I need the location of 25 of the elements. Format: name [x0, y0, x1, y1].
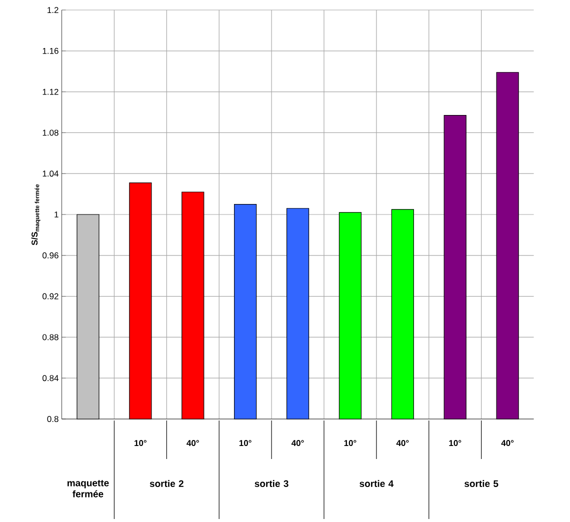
text: sortie 4 [360, 480, 394, 488]
x-tick-label: 10° [449, 440, 462, 446]
text: sortie 3 [254, 480, 288, 488]
x-tick-label: 10° [239, 440, 252, 446]
y-tick-label: 0.88 [42, 334, 58, 340]
y-tick-label: 1.08 [42, 130, 58, 136]
x-tick-label: 40° [501, 440, 514, 446]
y-tick-label: 1.04 [42, 170, 58, 177]
y-tick-label: 0.96 [42, 252, 58, 258]
y-tick-label: 1.12 [42, 88, 58, 95]
x-tick-label: 40° [186, 440, 199, 446]
x-tick-label: 10° [134, 440, 146, 446]
y-tick-label: 0.92 [42, 293, 58, 300]
x-tick-label: 10° [344, 440, 356, 446]
x-tick-label: 40° [396, 440, 409, 446]
text: sortie 5 [464, 480, 498, 488]
y-axis-title: $\textbf{S/S}_{\textbf{maquette fermée}}$ [31, 184, 40, 246]
y-tick-label: 1 [54, 212, 58, 218]
y-tick-label: 0.84 [42, 375, 58, 382]
y-tick-label: 1.2 [48, 7, 58, 13]
x-tick-label: 40° [291, 440, 304, 446]
text: maquette fermée [68, 480, 109, 498]
y-tick-label: 1.16 [42, 48, 58, 54]
y-tick-label: 0.8 [47, 416, 58, 422]
text: sortie 2 [150, 480, 184, 488]
